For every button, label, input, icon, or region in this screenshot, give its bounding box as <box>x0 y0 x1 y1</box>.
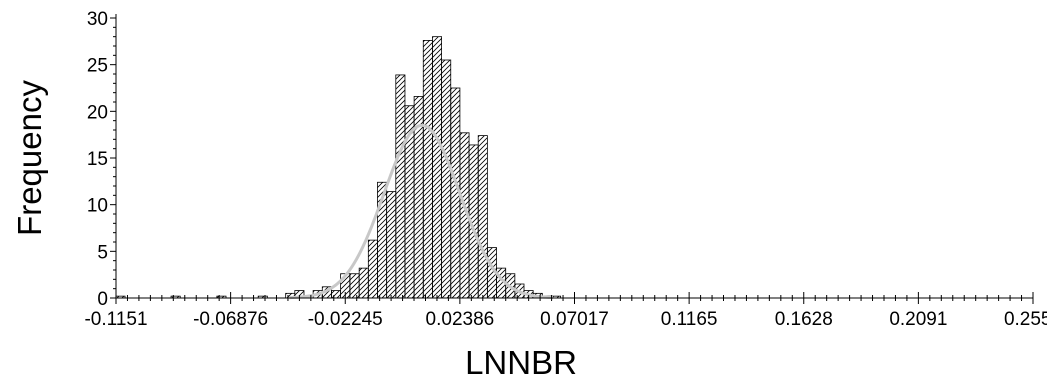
y-axis-title: Frequency <box>11 80 48 236</box>
histogram-bar <box>386 191 397 299</box>
histogram-bar <box>349 273 360 299</box>
histogram-bar <box>432 36 442 299</box>
x-tick-label: -0.06876 <box>193 309 268 330</box>
x-tick-label: 0.2091 <box>889 309 947 330</box>
x-tick-labels: -0.1151 -0.06876 -0.02245 0.02386 0.07017 0.1… <box>84 309 1047 330</box>
y-tick-label: 25 <box>87 56 108 77</box>
histogram-bar <box>422 40 433 299</box>
chart-axes <box>110 14 1034 304</box>
histogram-bar <box>367 239 378 299</box>
x-tick-label: -0.1151 <box>84 309 147 330</box>
x-tick-label: -0.02245 <box>308 309 383 330</box>
histogram-bar <box>358 267 369 299</box>
y-tick-label: 10 <box>87 196 108 217</box>
histogram-bars <box>115 36 562 299</box>
y-tick-label: 0 <box>97 289 108 310</box>
histogram-bar <box>395 74 406 299</box>
normal-fit-curve <box>289 123 554 300</box>
x-tick-label: 0.07017 <box>540 309 609 330</box>
x-axis-title: LNNBR <box>465 344 577 381</box>
x-tick-label: 0.1628 <box>775 309 833 330</box>
histogram-bar <box>331 290 342 299</box>
x-tick-label: 0.2554 <box>1004 309 1047 330</box>
y-tick-label: 20 <box>87 102 108 123</box>
y-tick-label: 15 <box>87 149 108 170</box>
y-tick-label: 5 <box>97 242 108 263</box>
histogram-bar <box>477 135 488 299</box>
x-tick-label: 0.02386 <box>426 309 495 330</box>
y-tick-labels: 0 5 10 15 20 25 30 <box>87 9 108 310</box>
x-tick-label: 0.1165 <box>661 309 718 330</box>
y-tick-label: 30 <box>87 9 108 30</box>
histogram-bar <box>441 59 452 299</box>
